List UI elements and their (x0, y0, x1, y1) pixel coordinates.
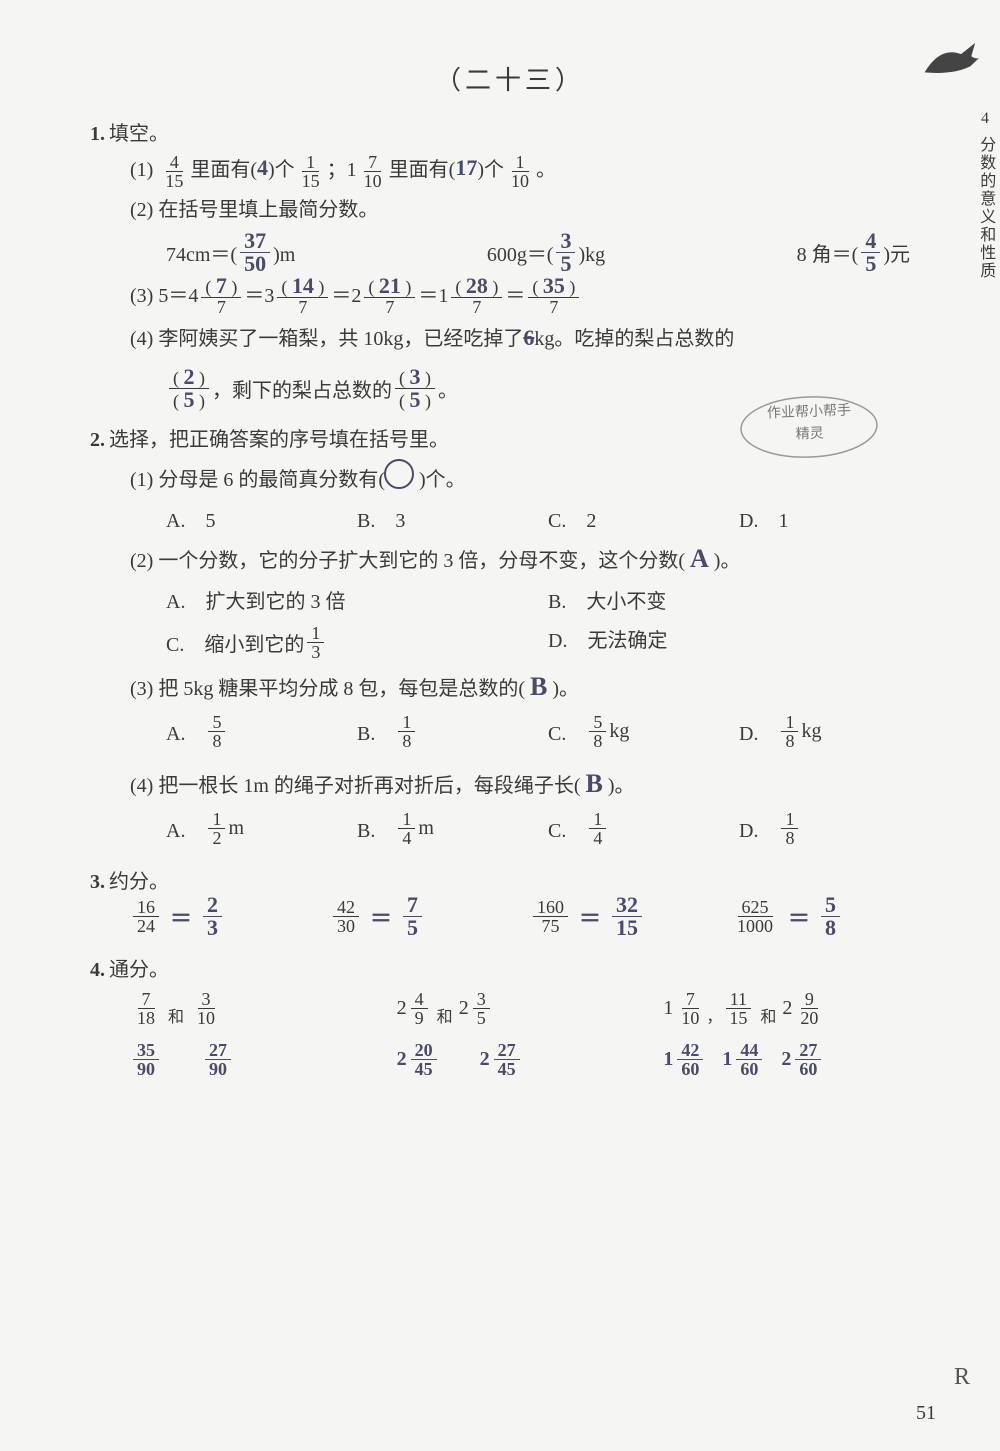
q1-title: 填空。 (109, 123, 169, 145)
q4-g2: 249 和 235 (397, 990, 664, 1027)
q1-1: (1) 415 里面有( 4 )个 115 ； 1 710 里面有( 17 )个… (130, 146, 930, 190)
text: 里面有( (190, 150, 257, 190)
option-a: A. 5 (166, 504, 357, 533)
fraction: 415 (161, 153, 187, 190)
answer: B (586, 769, 603, 798)
option-a: A. 58 (166, 713, 357, 750)
option-d: D. 18 (739, 810, 930, 847)
fraction: ( 28 )7 (451, 275, 502, 316)
option-a: A. 扩大到它的 3 倍 (166, 585, 548, 614)
sub-label: (4) (130, 328, 153, 350)
text: kg。吃掉的梨占总数的 (534, 328, 734, 350)
q2-3: (3) 把 5kg 糖果平均分成 8 包，每包是总数的( B )。 (130, 661, 930, 713)
q4-g1: 718 和 310 (130, 990, 397, 1027)
section-title: （二十三） (90, 60, 930, 97)
page-number: 51 (916, 1402, 936, 1425)
fraction: ( 14 )7 (277, 275, 328, 316)
chapter-title: 分数的意义和性质 (974, 136, 996, 280)
answer: 4 (257, 146, 268, 190)
q1-2: (2) 在括号里填上最简分数。 74cm＝( 3750 )m 600g＝( 35… (130, 190, 930, 275)
text: )个 (477, 150, 504, 190)
q2-4: (4) 把一根长 1m 的绳子对折再对折后，每段绳子长( B )。 (130, 758, 930, 810)
q3-item: 1624＝23 (130, 894, 330, 939)
q2-2-options: A. 扩大到它的 3 倍 B. 大小不变 C. 缩小到它的 13 D. 无法确定 (166, 585, 930, 661)
text: 在括号里填上最简分数。 (158, 199, 378, 221)
question-4: 4. 通分。 718 和 310 249 和 235 1710 ， 1115 和… (90, 953, 930, 1078)
q1-3: (3) 5＝4 ( 7 )7 ＝3 ( 14 )7 ＝2 ( 21 )7 ＝1 … (130, 275, 930, 316)
q3-item: 4230＝75 (330, 894, 530, 939)
q1-num: 1. (90, 123, 105, 145)
option-b: B. 大小不变 (548, 585, 930, 614)
q2-3-options: A. 58 B. 18 C. 58kg D. 18kg (166, 713, 930, 750)
mixed-int: 1 (347, 150, 357, 190)
text: 李阿姨买了一箱梨，共 10kg，已经吃掉了 (158, 328, 523, 350)
corner-mark: R (954, 1364, 970, 1391)
q3-item: 6251000＝58 (730, 894, 930, 939)
watermark-stamp: 作业帮小帮手 精灵 (736, 387, 884, 467)
page-content: （二十三） 1. 填空。 (1) 415 里面有( 4 )个 115 ； 1 7… (0, 0, 1000, 1130)
q2-title: 选择，把正确答案的序号填在括号里。 (109, 429, 449, 451)
fraction: 115 (298, 153, 324, 190)
fraction: ( 21 )7 (364, 275, 415, 316)
q4-g1-ans: 3590 2790 (130, 1041, 397, 1078)
question-3: 3. 约分。 1624＝234230＝7516075＝32156251000＝5… (90, 865, 930, 939)
q3-num: 3. (90, 871, 105, 893)
text: 里面有( (389, 150, 456, 190)
option-d: D. 1 (739, 504, 930, 533)
fraction: ( 35 )7 (528, 275, 579, 316)
q4-g2-ans: 22045 22745 (397, 1041, 664, 1078)
sub-label: (3) (130, 276, 153, 316)
sub-label: (2) (130, 199, 153, 221)
answer: 35 (556, 230, 575, 275)
blank-c: 8 角＝( 45 )元 (797, 230, 910, 275)
q4-title: 通分。 (109, 959, 169, 981)
fraction-blank: ( 2 ) ( 5 ) (169, 366, 209, 411)
option-c: C. 2 (548, 504, 739, 533)
q2-num: 2. (90, 429, 105, 451)
q4-num: 4. (90, 959, 105, 981)
fraction-blank: ( 3 ) ( 5 ) (395, 366, 435, 411)
option-b: B. 18 (357, 713, 548, 750)
q2-1-options: A. 5 B. 3 C. 2 D. 1 (166, 504, 930, 533)
question-2: 2. 选择，把正确答案的序号填在括号里。 (1) 分母是 6 的最简真分数有( … (90, 423, 930, 847)
blank-a: 74cm＝( 3750 )m (166, 230, 295, 275)
option-a: A. 12m (166, 810, 357, 847)
option-c: C. 58kg (548, 713, 739, 750)
answer: A (690, 544, 709, 573)
q3-items: 1624＝234230＝7516075＝32156251000＝58 (130, 894, 930, 939)
q4-g3: 1710 ， 1115 和 2920 (663, 990, 930, 1027)
bird-icon (920, 37, 984, 92)
fraction: ( 7 )7 (201, 275, 241, 316)
option-b: B. 14m (357, 810, 548, 847)
text: )个 (268, 150, 295, 190)
text: ； (327, 150, 347, 190)
sub-label: (1) (130, 150, 153, 190)
option-d: D. 18kg (739, 713, 930, 750)
option-c: C. 缩小到它的 13 (166, 624, 548, 661)
side-tab: 4 分数的意义和性质 (970, 108, 1000, 288)
chapter-number: 4 (970, 108, 1000, 130)
option-c: C. 14 (548, 810, 739, 847)
strike: 6 (523, 325, 534, 350)
answer: 17 (455, 146, 477, 190)
q4-g3-ans: 14260 14460 22760 (663, 1041, 930, 1078)
fraction: 710 (360, 153, 386, 190)
answer: 3750 (240, 230, 270, 275)
option-d: D. 无法确定 (548, 624, 930, 661)
q4-answers: 3590 2790 22045 22745 14260 14460 22760 (130, 1041, 930, 1078)
fraction: 110 (507, 153, 533, 190)
q3-title: 约分。 (109, 871, 169, 893)
answer: 45 (861, 230, 880, 275)
q2-2: (2) 一个分数，它的分子扩大到它的 3 倍，分母不变，这个分数( A )。 (130, 533, 930, 585)
question-1: 1. 填空。 (1) 415 里面有( 4 )个 115 ； 1 710 里面有… (90, 117, 930, 411)
blank-b: 600g＝( 35 )kg (487, 230, 605, 275)
q3-item: 16075＝3215 (530, 894, 730, 939)
q4-problems: 718 和 310 249 和 235 1710 ， 1115 和 2920 (130, 990, 930, 1027)
option-b: B. 3 (357, 504, 548, 533)
q2-4-options: A. 12m B. 14m C. 14 D. 18 (166, 810, 930, 847)
answer: B (530, 672, 547, 701)
